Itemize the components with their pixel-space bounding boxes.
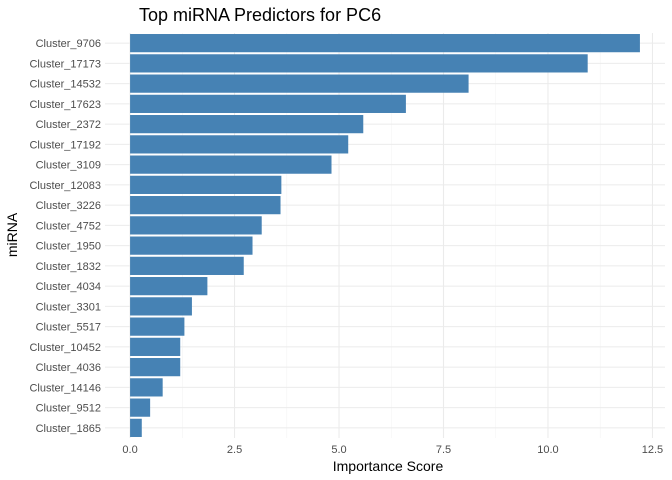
y-tick-label: Cluster_3301 (36, 301, 101, 313)
bar (130, 297, 192, 316)
x-tick-label: 5.0 (331, 444, 346, 456)
bar (130, 317, 185, 336)
x-tick-labels: 0.0 2.5 5.0 7.5 10.0 12.5 (122, 444, 663, 456)
y-tick-label: Cluster_4752 (36, 220, 101, 232)
bar (130, 256, 244, 275)
x-tick-label: 12.5 (642, 444, 663, 456)
y-tick-label: Cluster_14532 (29, 79, 101, 91)
y-tick-label: Cluster_4036 (36, 362, 101, 374)
y-tick-label: Cluster_4034 (36, 281, 101, 293)
bar (130, 54, 588, 73)
x-tick-label: 10.0 (537, 444, 558, 456)
y-tick-label: Cluster_2372 (36, 119, 101, 131)
x-tick-label: 7.5 (436, 444, 451, 456)
x-tick-label: 2.5 (227, 444, 242, 456)
bar (130, 277, 208, 296)
y-tick-label: Cluster_1950 (36, 241, 101, 253)
grid (105, 33, 665, 438)
y-tick-label: Cluster_3226 (36, 200, 101, 212)
x-axis-title: Importance Score (333, 458, 444, 474)
chart-title: Top miRNA Predictors for PC6 (139, 5, 381, 25)
y-tick-label: Cluster_9512 (36, 403, 101, 415)
bar (130, 115, 364, 134)
bar (130, 34, 640, 53)
bars (130, 34, 640, 437)
bar (130, 378, 163, 397)
y-tick-labels: Cluster_9706 Cluster_17173 Cluster_14532 Cl… (29, 38, 101, 435)
y-tick-label: Cluster_3109 (36, 160, 101, 172)
y-tick-label: Cluster_9706 (36, 38, 101, 50)
x-tick-label: 0.0 (122, 444, 137, 456)
bar (130, 337, 181, 356)
y-tick-label: Cluster_17173 (29, 58, 101, 70)
y-tick-label: Cluster_10452 (29, 342, 101, 354)
bar (130, 216, 262, 235)
y-axis-title: miRNA (4, 212, 20, 257)
y-tick-label: Cluster_1832 (36, 261, 101, 273)
bar (130, 74, 469, 93)
y-tick-label: Cluster_1865 (36, 423, 101, 435)
y-tick-label: Cluster_5517 (36, 322, 101, 334)
y-tick-label: Cluster_17623 (29, 99, 101, 111)
bar (130, 196, 281, 215)
bar (130, 94, 406, 113)
y-tick-label: Cluster_12083 (29, 180, 101, 192)
bar (130, 135, 349, 154)
y-tick-label: Cluster_14146 (29, 382, 101, 394)
bar (130, 155, 332, 174)
bar (130, 175, 282, 194)
bar (130, 358, 181, 377)
y-tick-label: Cluster_17192 (29, 139, 101, 151)
bar (130, 398, 151, 417)
bar (130, 418, 142, 437)
bar (130, 236, 253, 255)
